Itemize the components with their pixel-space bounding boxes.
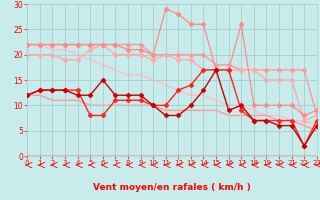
Text: Vent moyen/en rafales ( km/h ): Vent moyen/en rafales ( km/h ) [93, 183, 251, 192]
